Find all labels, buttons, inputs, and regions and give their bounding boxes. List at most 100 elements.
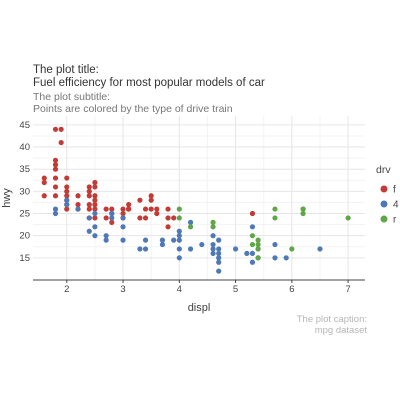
data-point-f xyxy=(137,215,143,221)
x-tick-label: 2 xyxy=(64,284,69,295)
data-point-f xyxy=(64,175,70,181)
data-point-f xyxy=(109,206,115,212)
data-point-r xyxy=(345,215,351,221)
data-point-4 xyxy=(187,246,194,252)
legend-key-4 xyxy=(380,200,388,208)
data-point-4 xyxy=(52,206,59,212)
y-tick-label: 15 xyxy=(19,253,30,264)
data-point-f xyxy=(120,206,126,212)
data-point-f xyxy=(165,215,171,221)
data-point-f xyxy=(52,175,59,181)
plot-caption: The plot caption: mpg dataset xyxy=(297,314,367,336)
data-point-4 xyxy=(171,237,177,243)
data-point-4 xyxy=(176,237,182,243)
data-point-4 xyxy=(176,246,182,252)
data-point-f xyxy=(92,179,98,186)
data-point-f xyxy=(41,193,47,199)
data-point-4 xyxy=(176,228,182,234)
data-point-4 xyxy=(142,246,149,252)
data-point-4 xyxy=(272,255,278,261)
title-line-1: The plot title: xyxy=(33,64,99,76)
subtitle-line-2: Points are colored by the type of drive … xyxy=(33,103,233,115)
legend-label-4: 4 xyxy=(393,200,399,211)
data-point-4 xyxy=(86,228,92,234)
data-point-f xyxy=(64,184,70,190)
data-point-f xyxy=(165,206,171,212)
data-point-r xyxy=(187,224,194,230)
data-point-f xyxy=(41,179,47,186)
y-tick-label: 40 xyxy=(19,142,30,153)
data-point-r xyxy=(272,215,278,221)
y-tick-label: 35 xyxy=(19,164,30,175)
data-point-f xyxy=(52,157,59,163)
data-point-f xyxy=(64,193,70,199)
data-point-4 xyxy=(216,259,222,265)
data-point-f xyxy=(75,202,81,208)
data-point-4 xyxy=(159,241,166,248)
data-point-4 xyxy=(92,233,98,239)
data-point-4 xyxy=(244,250,250,257)
data-point-4 xyxy=(232,246,239,252)
data-point-r xyxy=(210,224,216,230)
data-point-f xyxy=(103,206,109,212)
data-point-4 xyxy=(210,250,216,257)
titles-block: The plot title: Fuel efficiency for most… xyxy=(33,64,265,115)
data-point-f xyxy=(120,210,126,217)
data-point-4 xyxy=(210,246,216,252)
x-tick-label: 6 xyxy=(289,284,294,295)
data-point-f xyxy=(86,202,92,208)
data-point-r xyxy=(249,233,256,239)
legend-label-r: r xyxy=(393,215,397,226)
data-point-r xyxy=(272,206,278,212)
data-point-f xyxy=(137,197,143,203)
data-point-4 xyxy=(210,233,216,239)
data-point-4 xyxy=(52,210,59,217)
data-point-4 xyxy=(317,246,323,252)
data-point-f xyxy=(52,162,59,168)
data-point-f xyxy=(58,139,64,146)
data-point-4 xyxy=(75,206,81,212)
data-point-f xyxy=(126,202,132,208)
data-point-f xyxy=(171,215,177,221)
y-tick-label: 25 xyxy=(19,209,30,220)
data-point-f xyxy=(165,224,171,230)
x-tick-label: 5 xyxy=(233,284,238,295)
data-point-f xyxy=(148,206,154,212)
data-point-f xyxy=(92,184,98,190)
data-point-f xyxy=(249,210,256,217)
data-point-f xyxy=(64,188,70,194)
x-axis-title: displ xyxy=(188,302,211,314)
data-point-r xyxy=(300,210,306,217)
data-point-4 xyxy=(210,241,216,248)
data-point-4 xyxy=(216,250,222,257)
y-tick-label: 20 xyxy=(19,231,30,242)
x-tick-label: 3 xyxy=(120,284,125,295)
data-point-f xyxy=(52,184,59,190)
x-tick-label: 7 xyxy=(345,284,350,295)
data-point-f xyxy=(148,197,154,203)
x-tick-label: 4 xyxy=(177,284,182,295)
data-point-r xyxy=(176,206,182,212)
caption-line-2: mpg dataset xyxy=(314,325,367,336)
data-point-r xyxy=(300,206,306,212)
data-point-4 xyxy=(176,255,182,261)
data-point-f xyxy=(142,215,149,221)
subtitle-line-1: The plot subtitle: xyxy=(33,91,111,103)
data-point-4 xyxy=(103,233,109,239)
data-point-f xyxy=(126,206,132,212)
data-point-4 xyxy=(109,210,115,217)
y-tick-label: 45 xyxy=(19,120,30,131)
data-point-r xyxy=(255,237,261,243)
data-point-f xyxy=(58,126,64,132)
data-point-f xyxy=(86,193,92,199)
legend-title: drv xyxy=(376,164,391,176)
legend-key-r xyxy=(380,215,388,223)
data-point-r xyxy=(255,246,261,252)
data-point-f xyxy=(103,215,109,221)
data-point-4 xyxy=(283,255,289,261)
data-point-f xyxy=(154,210,160,217)
data-point-r xyxy=(210,219,216,225)
data-point-f xyxy=(92,193,98,199)
data-point-4 xyxy=(187,219,194,225)
